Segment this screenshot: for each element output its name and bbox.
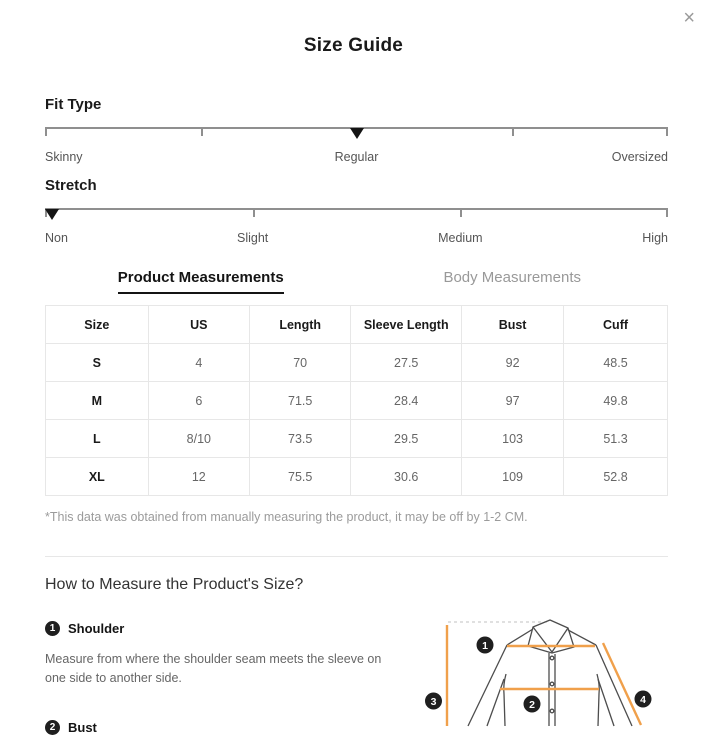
cell-size: L (45, 419, 149, 458)
shirt-outline (467, 619, 633, 727)
close-icon[interactable]: × (683, 7, 695, 29)
tab-product-measurements-label: Product Measurements (117, 269, 284, 294)
cell-length: 70 (248, 343, 352, 382)
cell-cuff: 51.3 (563, 419, 668, 458)
tab-product-measurements[interactable]: Product Measurements (45, 269, 357, 294)
stretch-tick-67 (460, 208, 463, 217)
cell-bust: 92 (461, 343, 565, 382)
table-header-row: Size US Length Sleeve Length Bust Cuff (45, 305, 668, 344)
cell-bust: 103 (461, 419, 565, 458)
diagram-markers: 1 2 3 4 (425, 636, 652, 713)
stretch-track (45, 208, 668, 210)
measurement-lines (445, 625, 643, 726)
page-title: Size Guide (303, 35, 404, 56)
cell-bust: 97 (461, 381, 565, 420)
fit-option-regular: Regular (334, 150, 379, 164)
col-header-sleeve-length: Sleeve Length (350, 305, 463, 344)
cell-sleeve-length: 28.4 (350, 381, 463, 420)
col-header-us: US (147, 305, 251, 344)
marker-2-number: 2 (529, 699, 535, 711)
cell-us: 12 (147, 457, 251, 496)
cell-us: 4 (147, 343, 251, 382)
fit-tick-75 (512, 127, 515, 136)
marker-1-number: 1 (482, 640, 488, 652)
fit-option-skinny: Skinny (45, 150, 83, 164)
stretch-option-medium: Medium (438, 231, 483, 245)
cell-cuff: 49.8 (563, 381, 668, 420)
col-header-length: Length (248, 305, 352, 344)
section-divider (45, 556, 668, 557)
cell-size: XL (45, 457, 149, 496)
marker-3-circle (425, 692, 442, 710)
fit-option-oversized: Oversized (611, 150, 668, 164)
bust-label: Bust (68, 719, 97, 735)
cell-sleeve-length: 30.6 (350, 457, 463, 496)
cell-sleeve-length: 29.5 (350, 419, 463, 458)
col-header-cuff: Cuff (563, 305, 668, 344)
marker-4-number: 4 (640, 694, 646, 706)
measurement-disclaimer: *This data was obtained from manually me… (45, 510, 528, 524)
fit-tick-25 (200, 127, 203, 136)
marker-2-circle (523, 695, 541, 713)
size-table: Size US Length Sleeve Length Bust Cuff S… (45, 305, 668, 496)
stretch-tick-33 (252, 208, 255, 217)
sleeve-measure-line (601, 642, 643, 726)
measurement-tabs: Product Measurements Body Measurements (45, 269, 668, 294)
measure-item-bust: 2 Bust (45, 719, 668, 735)
cell-size: S (45, 343, 149, 382)
fit-tick-0 (45, 127, 47, 136)
cell-us: 6 (147, 381, 251, 420)
shirt-measurement-diagram: 1 2 3 4 (425, 619, 652, 727)
modal-content: Fit Type Skinny Regular Oversized Stretc… (0, 96, 707, 735)
table-row: XL 12 75.5 30.6 109 52.8 (45, 457, 668, 496)
stretch-labels: Non Slight Medium High (45, 231, 668, 246)
table-row: M 6 71.5 28.4 97 49.8 (45, 381, 668, 420)
marker-1-circle (476, 636, 494, 654)
shoulder-number-badge: 1 (45, 621, 60, 636)
tab-body-measurements[interactable]: Body Measurements (357, 269, 669, 294)
stretch-heading: Stretch (45, 177, 97, 194)
fit-type-heading: Fit Type (45, 96, 102, 113)
how-to-measure-section: How to Measure the Product's Size? 1 Sho… (45, 557, 668, 735)
cell-length: 75.5 (248, 457, 352, 496)
fit-type-marker (349, 128, 364, 139)
cell-cuff: 52.8 (563, 457, 668, 496)
shoulder-description: Measure from where the shoulder seam mee… (45, 652, 382, 686)
cell-us: 8/10 (147, 419, 251, 458)
how-to-measure-title: How to Measure the Product's Size? (45, 576, 304, 593)
stretch-tick-100 (666, 208, 668, 217)
shoulder-label: Shoulder (68, 621, 125, 636)
bust-number-badge: 2 (45, 719, 60, 735)
cell-sleeve-length: 27.5 (350, 343, 463, 382)
col-header-bust: Bust (461, 305, 565, 344)
table-row: S 4 70 27.5 92 48.5 (45, 343, 668, 382)
stretch-marker (45, 209, 60, 220)
col-header-size: Size (45, 305, 149, 344)
stretch-option-slight: Slight (237, 231, 269, 245)
cell-size: M (45, 381, 149, 420)
measure-item-shoulder: 1 Shoulder (45, 621, 668, 636)
cell-cuff: 48.5 (563, 343, 668, 382)
cell-length: 71.5 (248, 381, 352, 420)
tab-body-measurements-label: Body Measurements (443, 269, 582, 286)
cell-length: 73.5 (248, 419, 352, 458)
table-row: L 8/10 73.5 29.5 103 51.3 (45, 419, 668, 458)
fit-type-labels: Skinny Regular Oversized (45, 150, 668, 165)
marker-4-circle (634, 690, 652, 708)
fit-tick-100 (666, 127, 668, 136)
stretch-option-non: Non (45, 231, 68, 245)
stretch-slider[interactable] (45, 208, 668, 220)
fit-type-slider[interactable] (45, 127, 668, 139)
stretch-option-high: High (642, 231, 668, 245)
marker-3-number: 3 (431, 696, 437, 708)
cell-bust: 109 (461, 457, 565, 496)
